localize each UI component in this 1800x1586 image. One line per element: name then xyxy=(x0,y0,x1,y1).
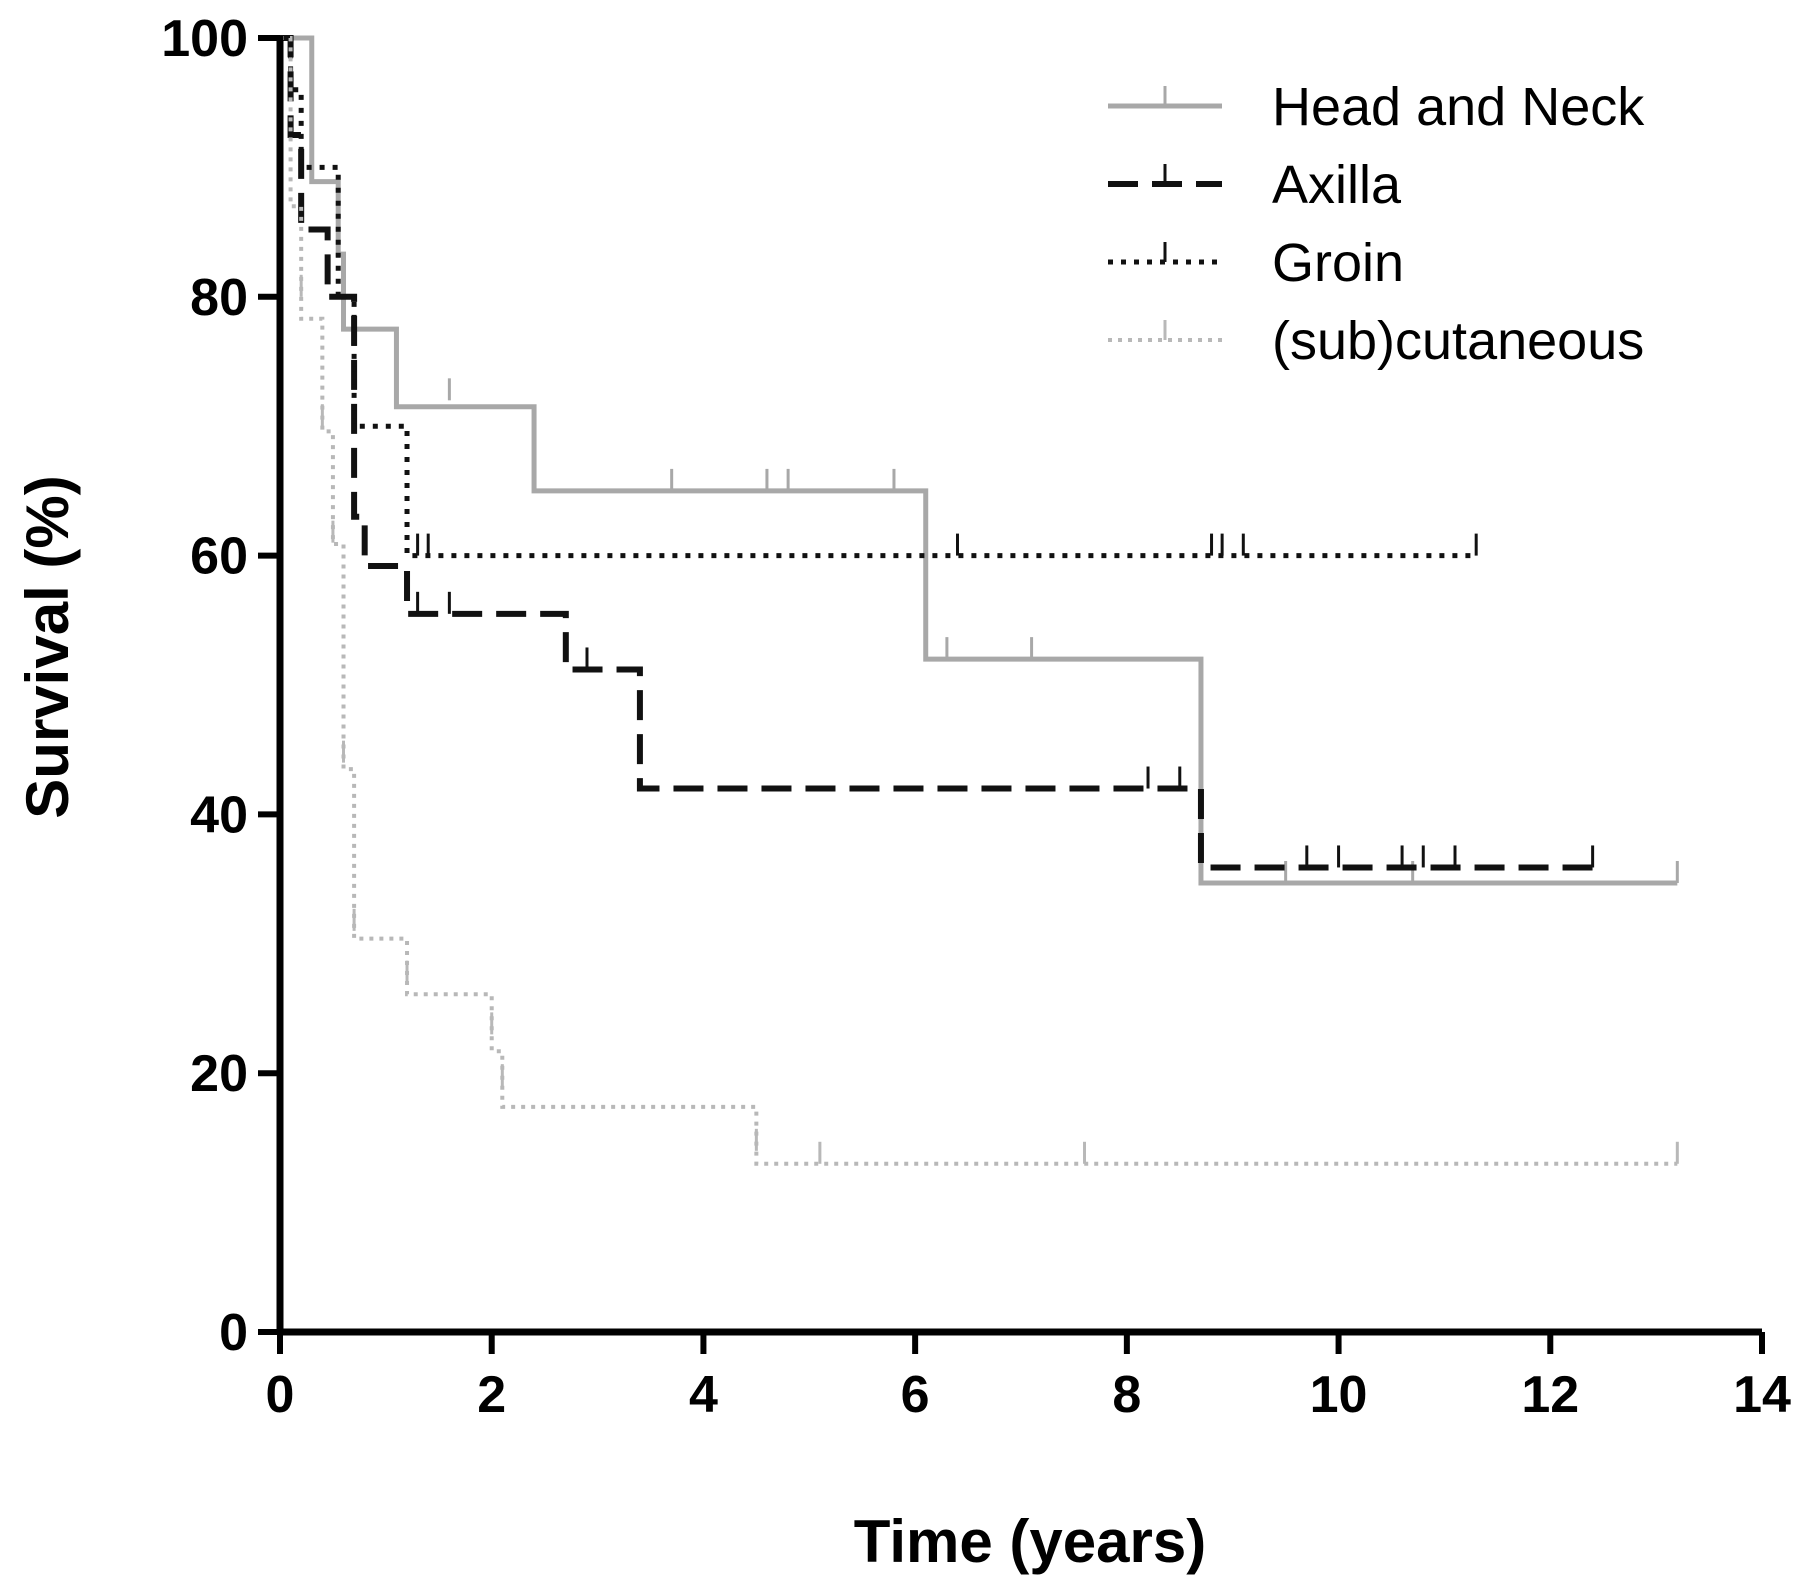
x-tick-label: 8 xyxy=(1112,1366,1141,1424)
x-axis-title: Time (years) xyxy=(854,1508,1206,1575)
y-axis-title: Survival (%) xyxy=(14,475,81,818)
x-tick-label: 4 xyxy=(689,1366,718,1424)
survival-curves xyxy=(280,35,1679,1166)
y-tick-label: 40 xyxy=(190,786,248,844)
legend-label: (sub)cutaneous xyxy=(1272,311,1644,371)
y-tick-label: 100 xyxy=(161,10,248,68)
legend: Head and Neck Axilla Groin (sub)cutaneous xyxy=(1108,77,1645,371)
legend-label: Groin xyxy=(1272,233,1404,293)
x-tick-label: 6 xyxy=(901,1366,930,1424)
axes: 0 20 40 60 80 100 0 2 4 6 8 10 12 14 xyxy=(161,10,1791,1424)
series-line-1 xyxy=(280,35,1678,886)
y-tick-label: 80 xyxy=(190,269,248,327)
y-tick-label: 0 xyxy=(219,1304,248,1362)
legend-label: Head and Neck xyxy=(1272,77,1645,137)
y-tick-label: 60 xyxy=(190,528,248,586)
legend-label: Axilla xyxy=(1272,155,1402,215)
series-line-4 xyxy=(280,36,1678,1166)
x-tick-label: 0 xyxy=(266,1366,295,1424)
x-tick-label: 10 xyxy=(1310,1366,1368,1424)
x-tick-label: 14 xyxy=(1733,1366,1791,1424)
x-tick-label: 2 xyxy=(477,1366,506,1424)
x-tick-label: 12 xyxy=(1521,1366,1579,1424)
y-tick-label: 20 xyxy=(190,1045,248,1103)
